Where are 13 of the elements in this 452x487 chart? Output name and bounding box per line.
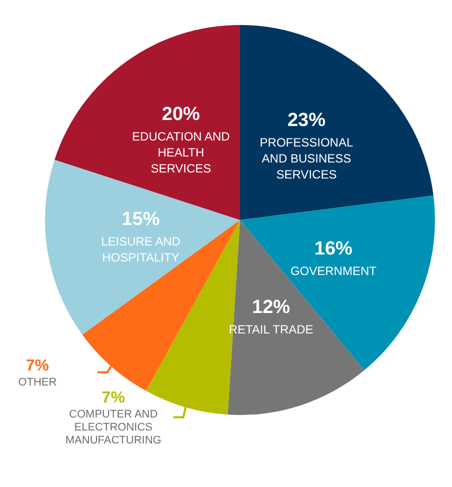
slice-label: EDUCATION AND HEALTH SERVICES <box>132 130 230 176</box>
slice-label: GOVERNMENT <box>290 264 378 278</box>
data-label: 15% <box>122 209 160 230</box>
data-label: 7% <box>26 357 50 374</box>
data-label: 20% <box>162 104 200 126</box>
data-label: 23% <box>287 110 326 132</box>
data-label: 12% <box>252 297 290 318</box>
data-label: 7% <box>102 389 125 406</box>
slice-label: LEISURE AND HOSPITALITY <box>101 234 181 265</box>
data-label: 16% <box>314 238 353 260</box>
slice-label: OTHER <box>18 376 57 388</box>
slice-label: COMPUTER AND ELECTRONICS MANUFACTURING <box>65 408 162 446</box>
slice-label: PROFESSIONAL AND BUSINESS SERVICES <box>260 136 354 182</box>
